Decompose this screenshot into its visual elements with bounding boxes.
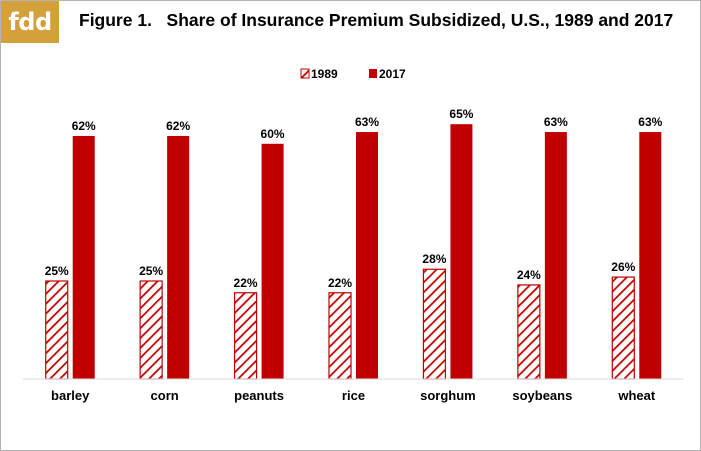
data-label-2017-barley: 62% [72,119,96,133]
x-tick-labels: barley corn peanuts rice sorghum soybeans whea… [51,388,656,403]
legend-label-1989: 1989 [311,67,338,81]
bar-2017-corn [167,135,190,379]
data-label-2017-corn: 62% [166,119,190,133]
data-label-1989-rice: 22% [328,276,352,290]
x-tick-sorghum: sorghum [420,388,476,403]
data-labels-group: 25% 62% 25% 62% 22% 60% 22% 63% 28% 65% 24% 63% 26% 6… [45,107,663,290]
bar-2017-sorghum [450,124,473,379]
bar-2017-wheat [639,132,662,379]
legend-label-2017: 2017 [379,67,406,81]
data-label-1989-sorghum: 28% [422,252,446,266]
legend-swatch-2017 [369,69,377,78]
bar-2017-rice [356,132,378,379]
x-tick-peanuts: peanuts [234,388,284,403]
x-tick-corn: corn [151,388,179,403]
data-label-1989-wheat: 26% [611,260,635,274]
chart-title: Figure 1. Share of Insurance Premium Sub… [79,10,674,30]
data-label-2017-wheat: 63% [638,115,662,129]
bar-2017-soybeans [544,132,567,379]
chart-legend: 1989 2017 [300,67,406,81]
x-tick-soybeans: soybeans [512,388,572,403]
data-label-2017-sorghum: 65% [449,107,473,121]
bar-1989-wheat [611,276,635,380]
fdd-logo: fdd [1,1,59,43]
data-label-1989-peanuts: 22% [234,276,258,290]
bar-1989-rice [328,292,352,380]
bar-1989-barley [45,280,69,380]
data-label-2017-peanuts: 60% [261,127,285,141]
data-label-2017-rice: 63% [355,115,379,129]
bar-2017-barley [72,135,95,379]
data-label-1989-soybeans: 24% [517,268,541,282]
bar-1989-soybeans [517,284,541,380]
bar-2017-peanuts [261,143,284,379]
data-label-1989-barley: 25% [45,264,69,278]
x-tick-wheat: wheat [617,388,656,403]
data-label-2017-soybeans: 63% [544,115,568,129]
x-tick-rice: rice [342,388,365,403]
x-tick-barley: barley [51,388,90,403]
bar-1989-corn [139,280,163,380]
bar-1989-peanuts [233,292,258,380]
legend-swatch-1989 [300,68,310,79]
bar-1989-sorghum [422,268,447,380]
data-label-1989-corn: 25% [139,264,163,278]
bars-group [45,124,662,380]
